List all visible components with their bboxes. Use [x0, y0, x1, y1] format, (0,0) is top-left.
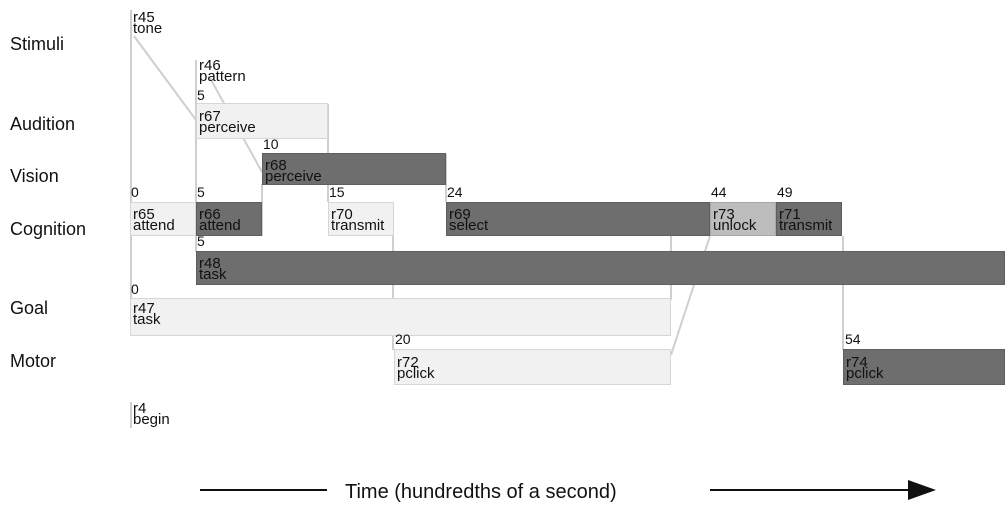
op-id: r48: [199, 255, 221, 272]
op-id: r4: [133, 400, 147, 417]
op-name: perceive: [265, 168, 322, 185]
op-name: task: [199, 266, 227, 283]
row-label-audition: Audition: [10, 114, 76, 134]
op-r72-pclick: r72 pclick: [394, 349, 671, 385]
op-r68-perceive: r68 perceive: [262, 153, 446, 185]
op-id: r45: [133, 9, 155, 26]
row-label-motor: Motor: [10, 351, 57, 371]
start-time-r71: 49: [777, 184, 793, 200]
start-time-r73: 44: [711, 184, 727, 200]
row-label-vision: Vision: [10, 166, 59, 186]
start-time-r48: 5: [197, 233, 205, 249]
op-r71-transmit: r71 transmit: [776, 202, 842, 236]
op-r46-pattern: r46 pattern: [197, 57, 277, 87]
op-r66-attend: r66 attend: [196, 202, 262, 236]
op-id: r47: [133, 300, 155, 317]
start-time-r68: 10: [263, 136, 279, 152]
op-name: attend: [199, 217, 241, 234]
arrow-right-icon: [908, 480, 936, 500]
start-time-r47: 0: [131, 281, 139, 297]
start-time-r70: 15: [329, 184, 345, 200]
op-id: r65: [133, 206, 155, 223]
op-r45-tone: r45 tone: [131, 9, 191, 39]
op-id: r67: [199, 108, 221, 125]
op-id: r68: [265, 157, 287, 174]
op-name: pclick: [846, 365, 884, 382]
op-name: attend: [133, 217, 175, 234]
start-time-r65: 0: [131, 184, 139, 200]
start-time-r69: 24: [447, 184, 463, 200]
op-r67-perceive: r67 perceive: [196, 103, 328, 139]
start-time-r72: 20: [395, 331, 411, 347]
op-id: r69: [449, 206, 471, 223]
op-name: select: [449, 217, 489, 234]
op-id: r72: [397, 354, 419, 371]
op-name: transmit: [331, 217, 385, 234]
op-id: r74: [846, 354, 868, 371]
op-name: tone: [133, 20, 163, 37]
op-name: transmit: [779, 217, 833, 234]
op-name: pattern: [199, 68, 246, 85]
op-r70-transmit: r70 transmit: [328, 202, 394, 236]
row-label-stimuli: Stimuli: [10, 34, 65, 54]
op-r65-attend: r65 attend: [130, 202, 196, 236]
op-name: unlock: [713, 217, 757, 234]
op-r73-unlock: r73 unlock: [710, 202, 776, 236]
op-r69-select: r69 select: [446, 202, 710, 236]
op-id: r71: [779, 206, 801, 223]
op-name: task: [133, 311, 161, 328]
op-id: r46: [199, 57, 221, 74]
link-r45-r67: [133, 35, 197, 121]
time-axis-line-left: [200, 489, 327, 491]
op-id: r66: [199, 206, 221, 223]
op-r74-pclick: r74 pclick: [843, 349, 1005, 385]
start-time-r66: 5: [197, 184, 205, 200]
start-time-r74: 54: [845, 331, 861, 347]
row-label-goal: Goal: [10, 298, 49, 318]
op-r4-begin: r4 begin: [131, 400, 191, 430]
time-axis-caption: Time (hundredths of a second): [345, 481, 617, 503]
op-name: pclick: [397, 365, 435, 382]
start-time-r67: 5: [197, 87, 205, 103]
op-name: begin: [133, 411, 170, 428]
row-label-cognition: Cognition: [10, 219, 87, 239]
op-name: perceive: [199, 119, 256, 136]
op-id: r70: [331, 206, 353, 223]
op-id: r73: [713, 206, 735, 223]
op-r47-task: r47 task: [130, 298, 671, 336]
